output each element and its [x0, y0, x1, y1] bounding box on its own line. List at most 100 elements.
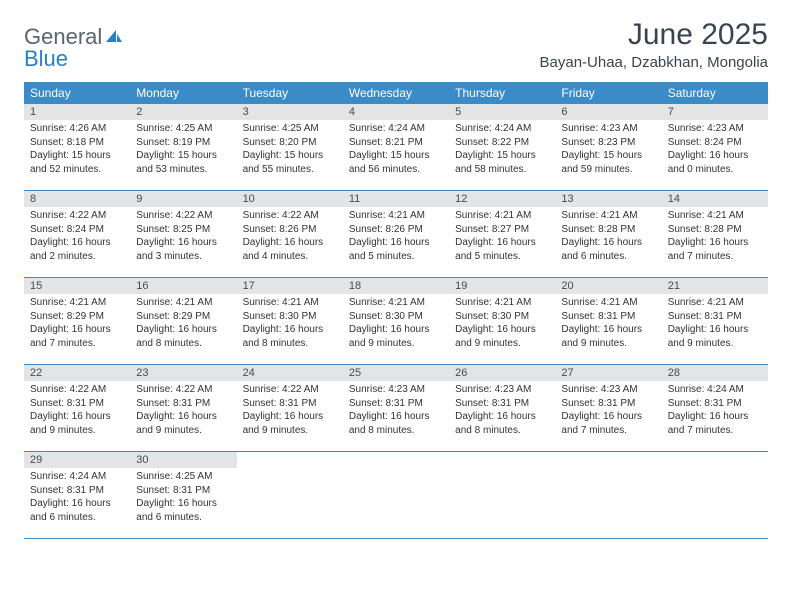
day-number: 9 [130, 191, 236, 207]
daylight-text: Daylight: 16 hours and 9 minutes. [136, 410, 230, 437]
day-cell: 7Sunrise: 4:23 AMSunset: 8:24 PMDaylight… [662, 104, 768, 190]
day-body: Sunrise: 4:21 AMSunset: 8:31 PMDaylight:… [662, 294, 768, 354]
day-cell: 26Sunrise: 4:23 AMSunset: 8:31 PMDayligh… [449, 365, 555, 451]
sunset-text: Sunset: 8:18 PM [30, 136, 124, 150]
day-cell: 2Sunrise: 4:25 AMSunset: 8:19 PMDaylight… [130, 104, 236, 190]
week-row: 29Sunrise: 4:24 AMSunset: 8:31 PMDayligh… [24, 452, 768, 539]
day-body: Sunrise: 4:24 AMSunset: 8:22 PMDaylight:… [449, 120, 555, 180]
daylight-text: Daylight: 16 hours and 5 minutes. [455, 236, 549, 263]
sunset-text: Sunset: 8:31 PM [136, 484, 230, 498]
day-number: 30 [130, 452, 236, 468]
day-number: 18 [343, 278, 449, 294]
daylight-text: Daylight: 15 hours and 56 minutes. [349, 149, 443, 176]
day-body: Sunrise: 4:22 AMSunset: 8:26 PMDaylight:… [237, 207, 343, 267]
day-cell: 16Sunrise: 4:21 AMSunset: 8:29 PMDayligh… [130, 278, 236, 364]
sunset-text: Sunset: 8:30 PM [349, 310, 443, 324]
daylight-text: Daylight: 16 hours and 9 minutes. [561, 323, 655, 350]
day-cell [449, 452, 555, 538]
sunset-text: Sunset: 8:28 PM [561, 223, 655, 237]
day-number: 4 [343, 104, 449, 120]
day-number: 25 [343, 365, 449, 381]
day-cell [343, 452, 449, 538]
sunrise-text: Sunrise: 4:22 AM [30, 383, 124, 397]
day-cell: 5Sunrise: 4:24 AMSunset: 8:22 PMDaylight… [449, 104, 555, 190]
week-row: 8Sunrise: 4:22 AMSunset: 8:24 PMDaylight… [24, 191, 768, 278]
day-cell: 13Sunrise: 4:21 AMSunset: 8:28 PMDayligh… [555, 191, 661, 277]
sunset-text: Sunset: 8:31 PM [561, 310, 655, 324]
header: General Blue June 2025 Bayan-Uhaa, Dzabk… [24, 18, 768, 72]
weekday-cell: Thursday [449, 82, 555, 104]
day-body: Sunrise: 4:21 AMSunset: 8:30 PMDaylight:… [237, 294, 343, 354]
daylight-text: Daylight: 16 hours and 7 minutes. [668, 410, 762, 437]
day-body: Sunrise: 4:21 AMSunset: 8:28 PMDaylight:… [555, 207, 661, 267]
daylight-text: Daylight: 16 hours and 9 minutes. [668, 323, 762, 350]
day-body: Sunrise: 4:26 AMSunset: 8:18 PMDaylight:… [24, 120, 130, 180]
sunset-text: Sunset: 8:31 PM [30, 484, 124, 498]
logo-sail-icon [104, 24, 124, 50]
sunrise-text: Sunrise: 4:24 AM [30, 470, 124, 484]
day-body: Sunrise: 4:21 AMSunset: 8:29 PMDaylight:… [130, 294, 236, 354]
sunset-text: Sunset: 8:27 PM [455, 223, 549, 237]
calendar: SundayMondayTuesdayWednesdayThursdayFrid… [24, 82, 768, 539]
day-number: 21 [662, 278, 768, 294]
week-row: 1Sunrise: 4:26 AMSunset: 8:18 PMDaylight… [24, 104, 768, 191]
week-row: 15Sunrise: 4:21 AMSunset: 8:29 PMDayligh… [24, 278, 768, 365]
sunrise-text: Sunrise: 4:21 AM [349, 209, 443, 223]
day-number: 8 [24, 191, 130, 207]
day-cell [237, 452, 343, 538]
day-number: 2 [130, 104, 236, 120]
sunset-text: Sunset: 8:21 PM [349, 136, 443, 150]
sunrise-text: Sunrise: 4:21 AM [30, 296, 124, 310]
weekday-header-row: SundayMondayTuesdayWednesdayThursdayFrid… [24, 82, 768, 104]
day-cell: 10Sunrise: 4:22 AMSunset: 8:26 PMDayligh… [237, 191, 343, 277]
weekday-cell: Saturday [662, 82, 768, 104]
sunrise-text: Sunrise: 4:21 AM [455, 209, 549, 223]
day-body: Sunrise: 4:24 AMSunset: 8:31 PMDaylight:… [24, 468, 130, 528]
location: Bayan-Uhaa, Dzabkhan, Mongolia [540, 54, 768, 71]
sunset-text: Sunset: 8:31 PM [455, 397, 549, 411]
daylight-text: Daylight: 16 hours and 5 minutes. [349, 236, 443, 263]
day-body: Sunrise: 4:22 AMSunset: 8:31 PMDaylight:… [24, 381, 130, 441]
logo: General Blue [24, 18, 124, 72]
daylight-text: Daylight: 16 hours and 7 minutes. [668, 236, 762, 263]
daylight-text: Daylight: 15 hours and 55 minutes. [243, 149, 337, 176]
day-body: Sunrise: 4:23 AMSunset: 8:31 PMDaylight:… [343, 381, 449, 441]
sunrise-text: Sunrise: 4:21 AM [668, 296, 762, 310]
day-number: 12 [449, 191, 555, 207]
day-body: Sunrise: 4:25 AMSunset: 8:19 PMDaylight:… [130, 120, 236, 180]
day-cell [662, 452, 768, 538]
day-body: Sunrise: 4:23 AMSunset: 8:23 PMDaylight:… [555, 120, 661, 180]
day-number: 14 [662, 191, 768, 207]
sunset-text: Sunset: 8:26 PM [349, 223, 443, 237]
day-number: 20 [555, 278, 661, 294]
day-number: 24 [237, 365, 343, 381]
day-number: 27 [555, 365, 661, 381]
day-cell: 29Sunrise: 4:24 AMSunset: 8:31 PMDayligh… [24, 452, 130, 538]
weekday-cell: Tuesday [237, 82, 343, 104]
day-cell: 14Sunrise: 4:21 AMSunset: 8:28 PMDayligh… [662, 191, 768, 277]
sunset-text: Sunset: 8:29 PM [136, 310, 230, 324]
sunset-text: Sunset: 8:31 PM [30, 397, 124, 411]
day-number: 29 [24, 452, 130, 468]
day-number: 26 [449, 365, 555, 381]
sunrise-text: Sunrise: 4:24 AM [349, 122, 443, 136]
day-number: 28 [662, 365, 768, 381]
day-number: 19 [449, 278, 555, 294]
sunrise-text: Sunrise: 4:21 AM [243, 296, 337, 310]
sunrise-text: Sunrise: 4:22 AM [243, 383, 337, 397]
month-title: June 2025 [540, 18, 768, 52]
day-body: Sunrise: 4:22 AMSunset: 8:31 PMDaylight:… [237, 381, 343, 441]
title-block: June 2025 Bayan-Uhaa, Dzabkhan, Mongolia [540, 18, 768, 71]
day-cell: 30Sunrise: 4:25 AMSunset: 8:31 PMDayligh… [130, 452, 236, 538]
daylight-text: Daylight: 16 hours and 8 minutes. [243, 323, 337, 350]
sunrise-text: Sunrise: 4:23 AM [561, 122, 655, 136]
day-number: 13 [555, 191, 661, 207]
day-body: Sunrise: 4:23 AMSunset: 8:31 PMDaylight:… [449, 381, 555, 441]
sunset-text: Sunset: 8:20 PM [243, 136, 337, 150]
sunrise-text: Sunrise: 4:25 AM [243, 122, 337, 136]
daylight-text: Daylight: 16 hours and 9 minutes. [243, 410, 337, 437]
sunset-text: Sunset: 8:31 PM [243, 397, 337, 411]
day-cell: 3Sunrise: 4:25 AMSunset: 8:20 PMDaylight… [237, 104, 343, 190]
sunset-text: Sunset: 8:22 PM [455, 136, 549, 150]
day-cell [555, 452, 661, 538]
